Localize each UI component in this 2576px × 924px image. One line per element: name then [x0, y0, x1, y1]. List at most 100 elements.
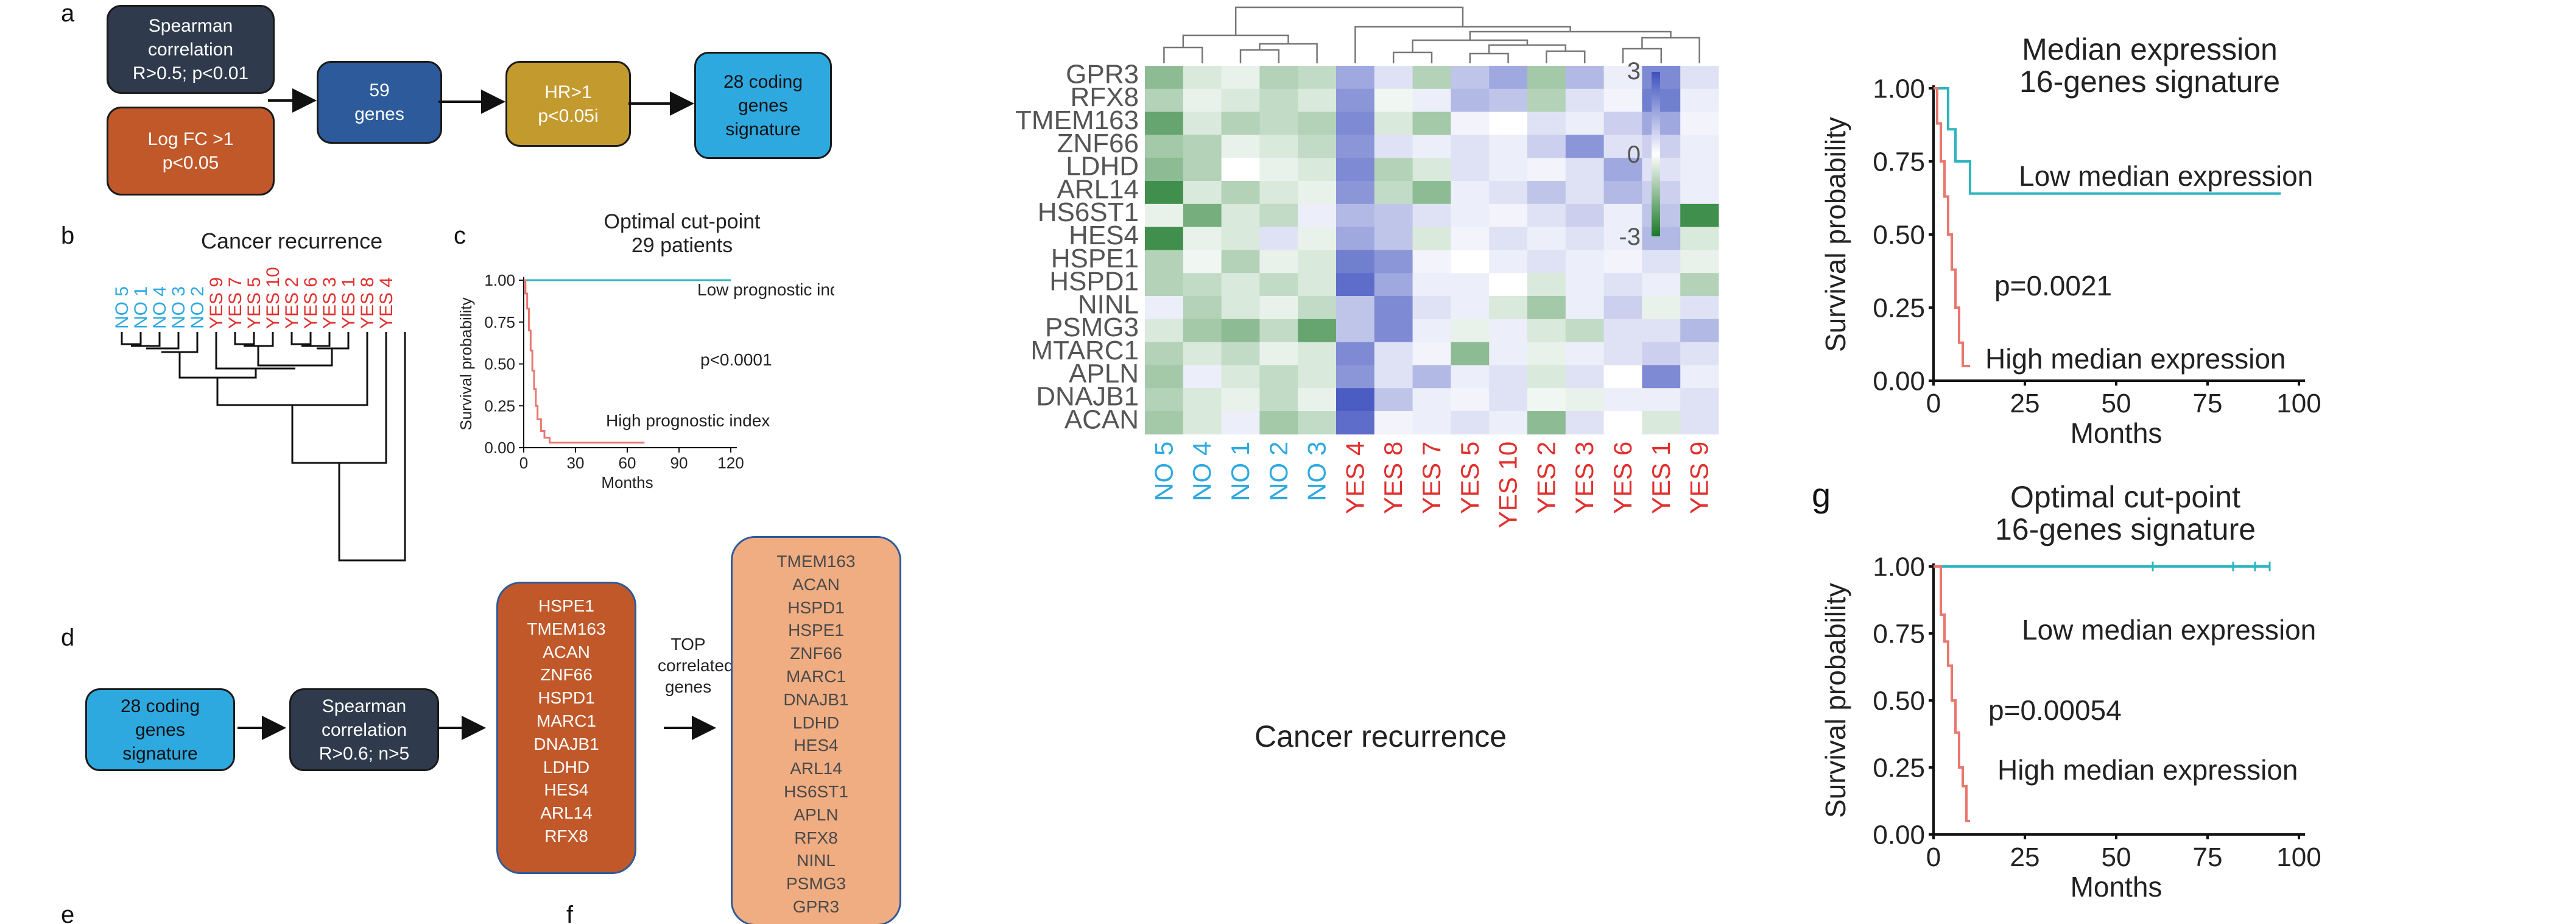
spearman-box-a: Spearman correlation R>0.5; p<0.01 [107, 5, 275, 94]
heatmap-cell [1603, 111, 1642, 135]
heatmap-column-label: YES 9 [1685, 442, 1714, 514]
km-plot-g: 0.00 0.25 0.50 0.75 1.00 0 25 50 75 100 Months Surv… [1820, 552, 2321, 903]
heatmap-cell [1298, 66, 1337, 90]
heatmap-cell [1412, 158, 1451, 182]
heatmap-cell [1221, 181, 1260, 205]
heatmap-cell [1374, 88, 1413, 113]
heatmap-cell [1374, 273, 1413, 297]
heatmap-cell [1221, 319, 1260, 343]
heatmap-cell [1527, 296, 1566, 320]
heatmap-cell [1642, 227, 1681, 250]
heatmap-cell [1298, 296, 1337, 320]
heatmap-cell [1336, 250, 1375, 273]
high-series-line [524, 279, 645, 444]
x-axis-label: Months [601, 473, 653, 492]
heatmap-cell [1374, 250, 1413, 273]
heatmap-column-label: YES 1 [1647, 442, 1675, 514]
heatmap-row-label: APLN [1069, 359, 1139, 389]
heatmap-cell [1374, 111, 1413, 135]
heatmap-cell [1336, 135, 1375, 158]
x-axis-label: Months [2071, 871, 2163, 903]
heatmap-cell [1412, 111, 1451, 135]
gene-list-box-1: HSPE1 TMEM163 ACAN ZNF66 HSPD1 MARC1 DNAJB1 LDH… [496, 582, 636, 874]
annotation-p: p=0.0021 [1994, 270, 2112, 302]
heatmap-cell [1412, 365, 1451, 389]
heatmap-cell [1336, 342, 1375, 365]
panel-f-title: Median expression 16-genes signature [2019, 32, 2281, 99]
heatmap-cell [1145, 135, 1184, 158]
heatmap-cell [1642, 296, 1681, 320]
panel-g-title: Optimal cut-point 16-genes signature [1994, 480, 2256, 546]
heatmap-cell [1412, 411, 1451, 435]
heatmap-cell [1565, 388, 1605, 412]
heatmap-cell [1680, 411, 1719, 435]
heatmap-cell [1412, 66, 1451, 90]
heatmap-cell [1680, 296, 1719, 320]
heatmap-cell [1183, 342, 1222, 365]
heatmap-cell [1259, 88, 1298, 113]
heatmap-cell [1336, 158, 1375, 182]
heatmap-cell [1527, 342, 1566, 365]
heatmap-cell [1259, 181, 1298, 205]
x-tick-label: 90 [670, 454, 688, 472]
x-tick-label: 100 [2276, 842, 2321, 872]
heatmap-column-label: YES 5 [1455, 442, 1484, 514]
heatmap-cell [1336, 388, 1375, 412]
panel-label-d: d [61, 624, 75, 651]
panel-d-arrows [238, 716, 716, 740]
heatmap-row-label: LDHD [1066, 152, 1139, 182]
gene-list-1-item: ZNF66 [540, 665, 593, 685]
heatmap-cell [1680, 135, 1719, 158]
heatmap-cell [1298, 250, 1337, 273]
heatmap-cell [1145, 158, 1184, 182]
panel-label-a: a [61, 0, 75, 27]
heatmap-cell [1298, 388, 1337, 412]
heatmap-cell [1565, 135, 1605, 158]
heatmap-cell [1565, 158, 1605, 182]
heatmap-column-label: YES 2 [1532, 442, 1560, 514]
heatmap-row-label: TMEM163 [1015, 105, 1139, 135]
heatmap-cell [1183, 250, 1222, 273]
heatmap-cell [1603, 411, 1642, 435]
y-axis-label: Survival probability [1820, 117, 1851, 352]
annotation-p: p<0.0001 [700, 350, 772, 369]
y-tick-label: 1.00 [1873, 552, 1925, 582]
y-tick-label: 0.00 [484, 439, 515, 457]
heatmap-cell [1680, 319, 1719, 343]
heatmap-cell [1489, 111, 1528, 135]
panel-a-arrows [268, 88, 694, 116]
y-tick-label: 1.00 [1873, 74, 1925, 104]
heatmap-cell [1221, 365, 1260, 389]
heatmap-row-label: GPR3 [1066, 59, 1139, 89]
heatmap-cell [1412, 273, 1451, 297]
heatmap-cell [1145, 88, 1184, 113]
heatmap-column-label: YES 7 [1417, 442, 1446, 514]
panel-label-g: g [1812, 476, 1831, 514]
heatmap-cell [1336, 411, 1375, 435]
heatmap-cell [1183, 111, 1222, 135]
heatmap-cell [1259, 227, 1298, 250]
gene-list-1-item: ARL14 [540, 803, 593, 823]
heatmap-cell [1603, 296, 1642, 320]
heatmap-column-label: YES 3 [1570, 442, 1599, 514]
heatmap-cell [1565, 181, 1605, 205]
heatmap-cell [1451, 158, 1490, 182]
heatmap-cell [1374, 203, 1413, 228]
heatmap-column-label: YES 6 [1608, 442, 1637, 514]
heatmap-cell [1259, 66, 1298, 90]
heatmap-cell [1259, 273, 1298, 297]
heatmap-cell [1642, 111, 1681, 135]
heatmap-cell [1451, 227, 1490, 250]
heatmap-cell [1603, 135, 1642, 158]
heatmap-cell [1527, 66, 1566, 90]
heatmap-cell [1259, 250, 1298, 273]
heatmap-cell [1527, 273, 1566, 297]
y-tick-label: 0.25 [484, 397, 515, 415]
heatmap-cell [1336, 111, 1375, 135]
heatmap-cell [1412, 296, 1451, 320]
x-tick-label: 100 [2276, 389, 2321, 418]
annotation-high: High median expression [1997, 754, 2298, 786]
heatmap-cell [1680, 250, 1719, 273]
heatmap-row-label: ZNF66 [1057, 129, 1139, 158]
